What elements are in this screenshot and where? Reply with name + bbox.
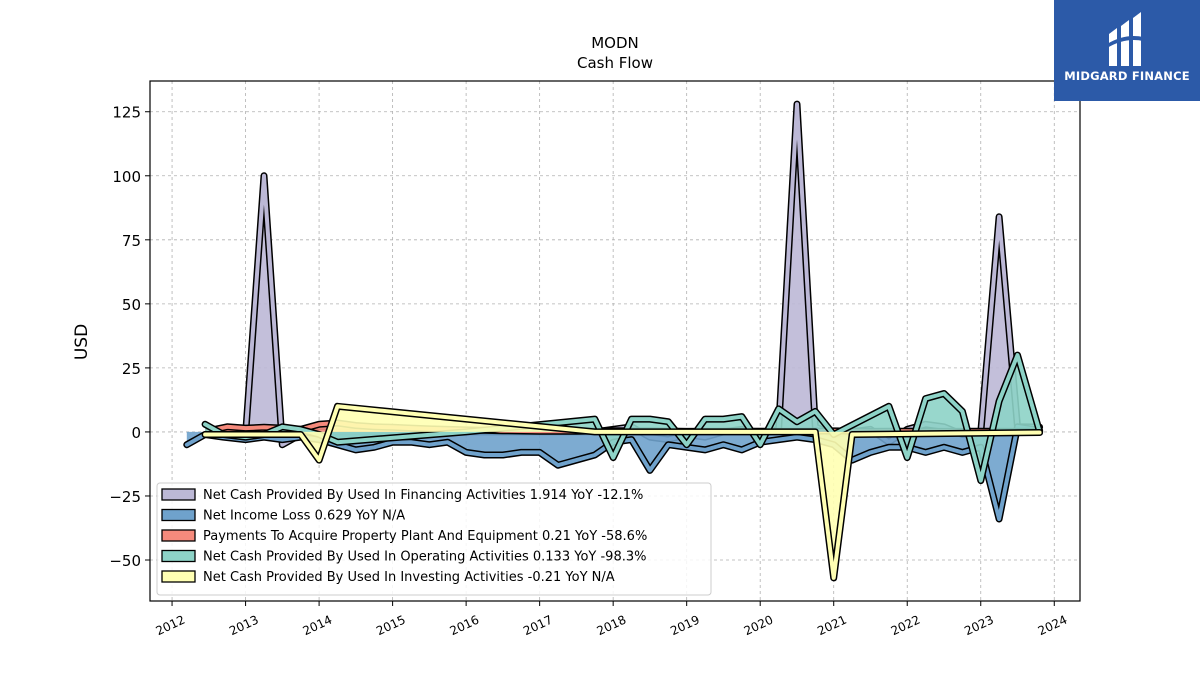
x-tick-label: 2016 [448, 613, 482, 639]
plot-area-frame [149, 80, 1081, 602]
legend-swatch [161, 570, 196, 583]
y-tick-label: −50 [109, 552, 141, 570]
legend-entry: Net Cash Provided By Used In Financing A… [203, 488, 643, 503]
legend-entry: Net Cash Provided By Used In Operating A… [203, 550, 646, 565]
series-line [203, 353, 1042, 483]
logo-text: MIDGARD FINANCE [1064, 69, 1190, 83]
series-line [221, 102, 1042, 447]
x-tick-label: 2013 [227, 613, 261, 639]
midgard-finance-logo: MIDGARD FINANCE [1054, 0, 1200, 101]
series-4 [201, 402, 1044, 582]
y-tick-label: −25 [109, 488, 141, 506]
legend-box [156, 482, 712, 596]
chart-title: MODN [591, 34, 639, 52]
x-tick-label: 2020 [742, 613, 776, 639]
legend: Net Cash Provided By Used In Financing A… [156, 482, 712, 596]
x-tick-label: 2014 [301, 613, 335, 639]
y-tick-label: 100 [112, 168, 141, 186]
y-tick-label: 125 [112, 104, 141, 122]
legend-swatch [161, 529, 196, 542]
series-3 [201, 351, 1044, 485]
y-tick-label: 75 [122, 232, 141, 250]
series-line [203, 404, 1042, 580]
y-axis-label: USD [72, 324, 92, 360]
x-tick-label: 2017 [521, 613, 555, 639]
legend-entry: Payments To Acquire Property Plant And E… [203, 529, 647, 544]
series-0 [220, 100, 1044, 449]
legend-swatch [161, 549, 196, 563]
y-tick-label: 25 [122, 360, 141, 378]
chart-subtitle: Cash Flow [577, 54, 653, 72]
x-tick-label: 2022 [889, 613, 923, 639]
legend-entry: Net Cash Provided By Used In Investing A… [203, 570, 615, 585]
x-tick-label: 2024 [1036, 613, 1070, 639]
x-tick-label: 2015 [374, 613, 408, 639]
x-tick-label: 2021 [815, 613, 849, 639]
legend-entry: Net Income Loss 0.629 YoY N/A [203, 509, 405, 524]
x-tick-label: 2019 [668, 613, 702, 639]
logo-mark-icon [1107, 12, 1147, 66]
y-tick-label: 0 [131, 424, 141, 442]
legend-swatch [161, 488, 196, 501]
legend-swatch [161, 508, 196, 522]
x-tick-label: 2023 [962, 613, 996, 639]
x-tick-label: 2012 [154, 613, 188, 639]
series-outline [220, 100, 1044, 449]
series-area [223, 104, 1040, 445]
y-tick-label: 50 [122, 296, 141, 314]
x-tick-label: 2018 [595, 613, 629, 639]
